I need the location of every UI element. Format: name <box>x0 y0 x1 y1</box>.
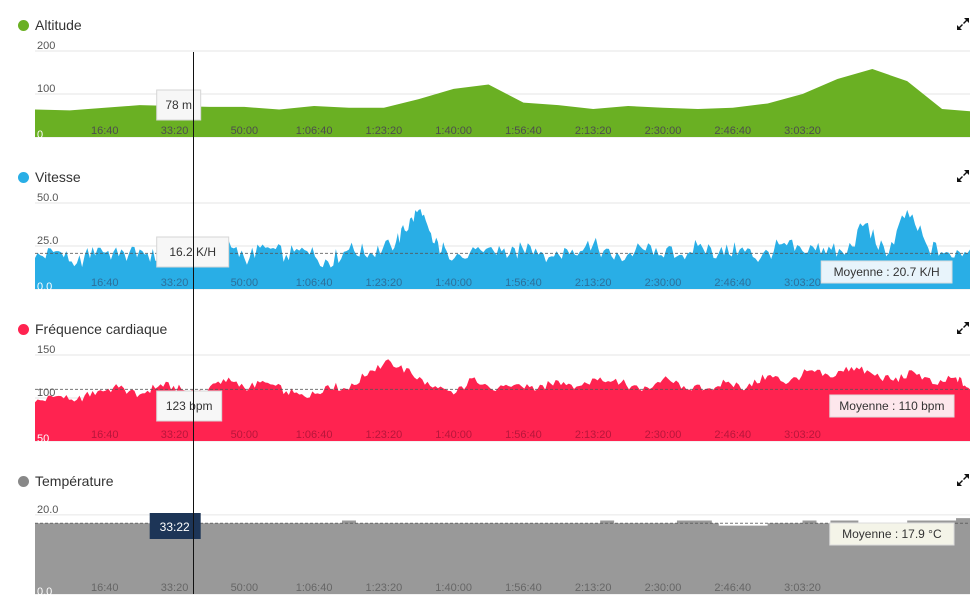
x-tick-label: 1:56:40 <box>505 429 542 441</box>
x-tick-label: 16:40 <box>91 125 119 137</box>
y-tick-label: 25.0 <box>37 235 58 247</box>
value-tooltip <box>156 390 223 422</box>
x-tick-label: 16:40 <box>91 277 119 289</box>
x-tick-label: 1:56:40 <box>505 582 542 594</box>
x-tick-label: 1:23:20 <box>366 582 403 594</box>
panel-title: Vitesse <box>35 169 81 185</box>
x-tick-label: 33:20 <box>161 429 189 441</box>
heart-rate-chart[interactable]: 150 100 50 16:40 33:20 50:00 1:06:40 1:23:20 1:4… <box>0 319 977 459</box>
series-dot-icon <box>18 171 29 183</box>
x-tick-label: 1:40:00 <box>435 582 472 594</box>
x-tick-label: 2:46:40 <box>714 277 751 289</box>
x-tick-label: 3:03:20 <box>784 429 821 441</box>
expand-arrows-icon[interactable] <box>956 473 970 487</box>
x-tick-label: 50:00 <box>231 582 259 594</box>
x-tick-label: 1:23:20 <box>366 429 403 441</box>
y-tick-label: 150 <box>37 344 55 356</box>
x-tick-label: 33:20 <box>161 277 189 289</box>
x-tick-label: 2:13:20 <box>575 582 612 594</box>
value-tooltip-label: 16.2 K/H <box>169 245 216 259</box>
average-badge <box>829 394 955 418</box>
panel-title: Fréquence cardiaque <box>35 321 168 337</box>
series-dot-icon <box>18 323 29 335</box>
panel-title-row: Fréquence cardiaque <box>18 319 167 339</box>
x-tick-label: 1:40:00 <box>435 125 472 137</box>
cursor-time-label: 33:22 <box>160 520 190 534</box>
x-tick-label: 2:30:00 <box>645 277 682 289</box>
x-tick-label: 1:06:40 <box>296 429 333 441</box>
x-tick-label: 50:00 <box>231 125 259 137</box>
average-label: Moyenne : 17.9 °C <box>842 527 942 541</box>
x-tick-label: 3:03:20 <box>784 277 821 289</box>
y-tick-label: 200 <box>37 40 55 52</box>
y-tick-label: 100 <box>37 83 55 95</box>
series-dot-icon <box>18 475 29 487</box>
expand-arrows-icon[interactable] <box>956 321 970 335</box>
x-tick-label: 2:46:40 <box>714 429 751 441</box>
expand-arrows-icon[interactable] <box>956 17 970 31</box>
y-tick-label: 50 <box>37 433 49 445</box>
x-tick-label: 2:46:40 <box>714 582 751 594</box>
x-tick-label: 1:23:20 <box>366 277 403 289</box>
panel-title-row: Altitude <box>18 15 82 35</box>
y-tick-label: 0.0 <box>37 586 52 598</box>
value-tooltip-label: 78 m <box>165 98 192 112</box>
x-tick-label: 1:40:00 <box>435 277 472 289</box>
x-tick-label: 2:46:40 <box>714 125 751 137</box>
cursor-line[interactable] <box>193 52 194 594</box>
x-tick-label: 2:30:00 <box>645 125 682 137</box>
x-tick-label: 3:03:20 <box>784 125 821 137</box>
x-tick-label: 1:06:40 <box>296 277 333 289</box>
average-label: Moyenne : 110 bpm <box>839 399 944 413</box>
panel-title-row: Température <box>18 471 114 491</box>
altitude-chart[interactable]: 200 100 0 16:40 33:20 50:00 1:06:40 1:23:20 1:40… <box>0 15 977 155</box>
panel-title: Température <box>35 473 114 489</box>
x-tick-label: 1:56:40 <box>505 277 542 289</box>
y-tick-label: 20.0 <box>37 504 58 516</box>
series-area <box>35 69 970 137</box>
x-tick-label: 16:40 <box>91 582 119 594</box>
x-tick-label: 3:03:20 <box>784 582 821 594</box>
series-dot-icon <box>18 19 29 31</box>
average-badge <box>820 260 953 284</box>
y-tick-label: 100 <box>37 387 55 399</box>
y-tick-label: 0.0 <box>37 281 52 293</box>
panel-frequence-cardiaque: Fréquence cardiaque 150 100 50 16:40 33:20 50… <box>0 319 977 449</box>
x-tick-label: 1:06:40 <box>296 582 333 594</box>
panel-temperature: Température 20.0 0.0 16:40 33:20 50:00 1:06:4… <box>0 471 977 601</box>
x-tick-label: 50:00 <box>231 277 259 289</box>
average-label: Moyenne : 20.7 K/H <box>834 265 940 279</box>
x-tick-label: 2:13:20 <box>575 277 612 289</box>
x-tick-label: 2:13:20 <box>575 125 612 137</box>
y-tick-label: 50.0 <box>37 192 58 204</box>
expand-arrows-icon[interactable] <box>956 169 970 183</box>
x-tick-label: 2:13:20 <box>575 429 612 441</box>
cursor-time-badge <box>149 513 201 539</box>
value-tooltip-label: 123 bpm <box>166 399 213 413</box>
x-tick-label: 1:40:00 <box>435 429 472 441</box>
panel-title-row: Vitesse <box>18 167 81 187</box>
x-tick-label: 1:56:40 <box>505 125 542 137</box>
panel-altitude: Altitude 200 100 0 16:40 33:20 50:00 1:06:40 1:… <box>0 15 977 145</box>
panel-vitesse: Vitesse 50.0 25.0 0.0 16:40 33:20 50:00 1:06:4… <box>0 167 977 297</box>
x-tick-label: 33:20 <box>161 582 189 594</box>
temperature-chart[interactable]: 20.0 0.0 16:40 33:20 50:00 1:06:40 1:23:20 1:40… <box>0 471 977 611</box>
x-tick-label: 33:20 <box>161 125 189 137</box>
series-area <box>35 209 970 289</box>
panel-title: Altitude <box>35 17 82 33</box>
x-tick-label: 16:40 <box>91 429 119 441</box>
x-tick-label: 2:30:00 <box>645 582 682 594</box>
x-tick-label: 1:06:40 <box>296 125 333 137</box>
series-area <box>35 359 970 441</box>
y-tick-label: 0 <box>37 129 43 141</box>
x-tick-label: 2:30:00 <box>645 429 682 441</box>
value-tooltip <box>156 236 230 268</box>
x-tick-label: 50:00 <box>231 429 259 441</box>
average-badge <box>829 522 955 546</box>
x-tick-label: 1:23:20 <box>366 125 403 137</box>
vitesse-chart[interactable]: 50.0 25.0 0.0 16:40 33:20 50:00 1:06:40 1:23:20… <box>0 167 977 307</box>
series-area <box>35 518 970 594</box>
